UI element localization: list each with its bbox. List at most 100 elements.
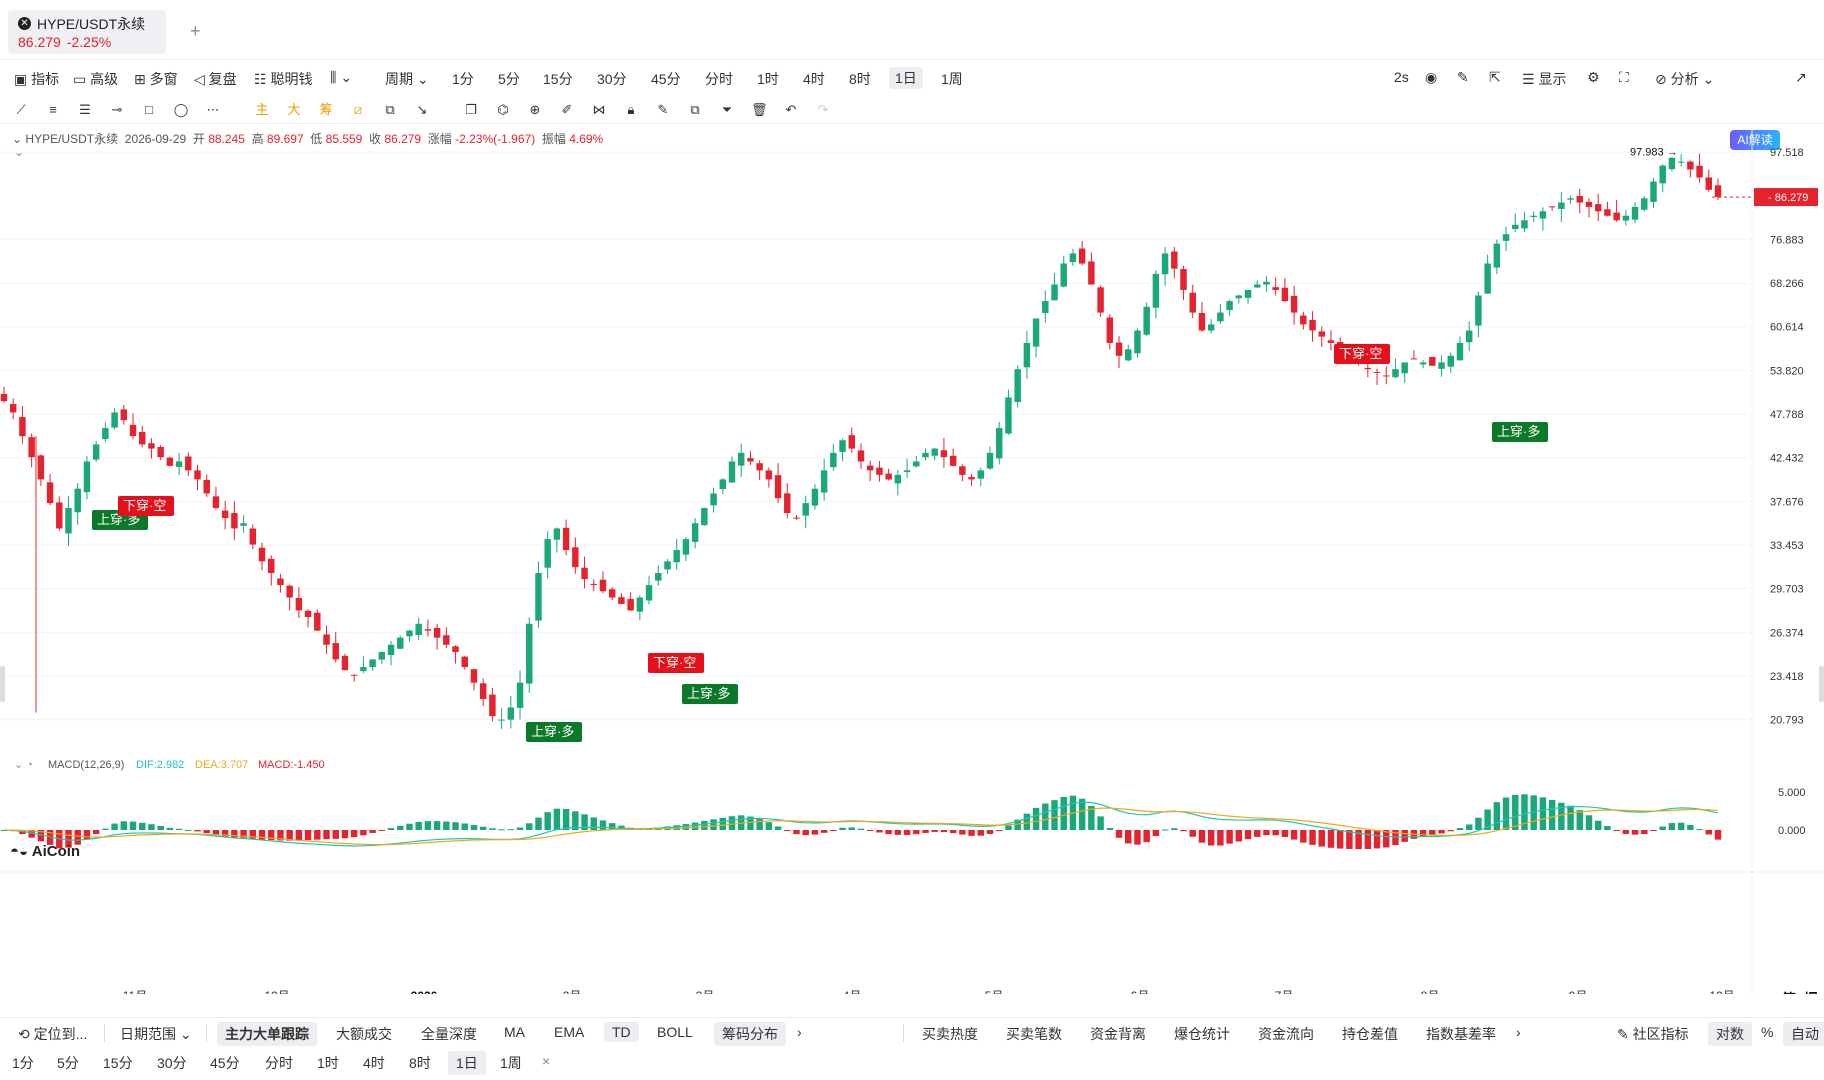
eraser-icon[interactable]: ✐ [561, 102, 573, 117]
display-button[interactable]: ☰ 显示 [1522, 71, 1567, 87]
community-indicator-button[interactable]: ✎ 社区指标 [1617, 1026, 1689, 1042]
lock-icon[interactable]: 🔒︎ [627, 102, 635, 117]
link-icon[interactable]: ⧉ [690, 102, 700, 117]
add-tab-button[interactable]: + [190, 21, 201, 41]
bottom-interval-timeline[interactable]: 分时 [265, 1055, 293, 1071]
interval-1m[interactable]: 1分 [452, 71, 474, 87]
parallel-tool-icon[interactable]: ☰ [79, 102, 91, 117]
ellipse-tool-icon[interactable]: ◯ [173, 102, 189, 117]
indicator-oi-diff[interactable]: 持仓差值 [1342, 1026, 1398, 1042]
filter-icon[interactable]: ⏷ [721, 102, 733, 117]
auto-scale-toggle[interactable]: 自动 [1783, 1022, 1824, 1046]
chips-icon[interactable]: 筹 [319, 102, 333, 117]
indicator-divergence[interactable]: 资金背离 [1090, 1026, 1146, 1042]
x-tick-label: 6月 [1131, 989, 1150, 994]
chart-area[interactable]: 97.518 76.883 68.266 60.614 53.820 47.788 42.4… [0, 124, 1824, 1007]
bottom-interval-8h[interactable]: 8时 [409, 1055, 431, 1071]
main-force-icon[interactable]: 主 [255, 102, 269, 117]
indicator-fund-flow[interactable]: 资金流向 [1258, 1026, 1314, 1042]
trend-icon[interactable]: ↗ [1795, 69, 1807, 85]
refresh-rate[interactable]: 2s [1394, 69, 1409, 85]
price-chart-svg[interactable]: 97.518 76.883 68.266 60.614 53.820 47.788 42.4… [0, 124, 1824, 1007]
interval-45m[interactable]: 45分 [651, 71, 681, 87]
share-icon[interactable]: ⇱ [1489, 69, 1501, 85]
undo-icon[interactable]: ↶ [785, 102, 797, 117]
interval-8h[interactable]: 8时 [849, 71, 871, 87]
zoom-icon[interactable]: ⊕ [529, 102, 541, 117]
horizontal-line-icon[interactable]: ⊸ [111, 102, 123, 117]
ruler-icon[interactable]: ⌬ [497, 102, 509, 117]
interval-1d[interactable]: 1日 [889, 67, 923, 89]
bottom-interval-1m[interactable]: 1分 [12, 1055, 34, 1071]
interval-30m[interactable]: 30分 [597, 71, 627, 87]
indicator-ma[interactable]: MA [504, 1024, 525, 1040]
indicator-basis[interactable]: 指数基差率 [1426, 1026, 1496, 1042]
collapse-icon[interactable]: ⌄ [12, 132, 23, 146]
interval-1w[interactable]: 1周 [941, 71, 963, 87]
replay-button[interactable]: ◁ 复盘 [194, 71, 237, 87]
bottom-interval-45m[interactable]: 45分 [210, 1055, 240, 1071]
date-range-dropdown[interactable]: 日期范围 ⌄ [120, 1026, 192, 1042]
log-scale-toggle[interactable]: 对数 [1708, 1022, 1752, 1046]
fullscreen-icon[interactable]: ⛶ [1619, 69, 1629, 85]
candle-body [323, 634, 330, 645]
camera-icon[interactable]: ◉ [1425, 69, 1438, 85]
indicator-button[interactable]: ▣ 指标 [14, 71, 60, 87]
bottom-interval-1w[interactable]: 1周 [500, 1055, 522, 1071]
magnet-icon[interactable]: ⋈ [592, 102, 606, 117]
interval-15m[interactable]: 15分 [543, 71, 573, 87]
bottom-interval-4h[interactable]: 4时 [363, 1055, 385, 1071]
more-tools-icon[interactable]: ⋯ [206, 102, 220, 117]
indicator-depth[interactable]: 全量深度 [421, 1026, 477, 1042]
indicator-buy-sell-count[interactable]: 买卖笔数 [1006, 1026, 1062, 1042]
interval-4h[interactable]: 4时 [803, 71, 825, 87]
indicator-large-trades[interactable]: 大额成交 [336, 1026, 392, 1042]
copy-icon[interactable]: ❐ [465, 102, 477, 117]
trash-icon[interactable]: 🗑︎ [751, 102, 768, 117]
indicator-main-force[interactable]: 主力大单跟踪 [217, 1022, 317, 1046]
interval-timeline[interactable]: 分时 [705, 71, 733, 87]
bottom-interval-1d[interactable]: 1日 [448, 1051, 486, 1075]
bottom-interval-15m[interactable]: 15分 [103, 1055, 133, 1071]
macd-bar [1060, 796, 1067, 830]
rectangle-tool-icon[interactable]: □ [145, 102, 153, 117]
analysis-dropdown[interactable]: ⊘ 分析 ⌄ [1655, 71, 1715, 87]
advanced-button[interactable]: ▭ 高级 [73, 71, 119, 87]
indicator-chips[interactable]: 筹码分布 [714, 1022, 786, 1046]
large-order-icon[interactable]: 大 [287, 102, 301, 117]
indicator-buy-sell-heat[interactable]: 买卖热度 [922, 1026, 978, 1042]
locate-button[interactable]: ⟲ 定位到... [18, 1026, 88, 1042]
percent-toggle[interactable]: % [1761, 1024, 1774, 1040]
redo-icon[interactable]: ↷ [817, 102, 829, 117]
bottom-interval-5m[interactable]: 5分 [57, 1055, 79, 1071]
close-interval-icon[interactable]: × [542, 1053, 551, 1069]
indicator-overlay-icon[interactable]: ⧄ [353, 102, 363, 117]
indicator-td[interactable]: TD [604, 1022, 639, 1042]
pencil-icon[interactable]: ✎ [1457, 69, 1469, 85]
macd-bar [839, 827, 846, 830]
ai-interpret-button[interactable]: AI解读 [1730, 130, 1780, 150]
line-tool-icon[interactable]: ⟋ [16, 102, 26, 117]
compare-icon[interactable]: ⧉ [385, 102, 395, 117]
close-icon[interactable]: ✕ [18, 17, 31, 30]
multi-window-button[interactable]: ⊞ 多窗 [134, 71, 178, 87]
scroll-right-icon[interactable]: › [797, 1024, 802, 1040]
signal-tag-text: 上穿·多 [1497, 424, 1540, 439]
symbol-tab[interactable]: ✕ HYPE/USDT永续 86.279 -2.25% [8, 10, 166, 54]
trend-tool-icon[interactable]: ↘ [416, 102, 428, 117]
smart-money-button[interactable]: ☷ 聪明钱 [254, 71, 313, 87]
indicator-boll[interactable]: BOLL [657, 1024, 693, 1040]
note-icon[interactable]: ✎ [657, 102, 669, 117]
bottom-interval-30m[interactable]: 30分 [157, 1055, 187, 1071]
chart-type-button[interactable]: ⫼ ⌄ [330, 69, 353, 85]
scroll-right-icon-2[interactable]: › [1516, 1024, 1521, 1040]
bottom-interval-1h[interactable]: 1时 [317, 1055, 339, 1071]
indicator-liquidation[interactable]: 爆仓统计 [1174, 1026, 1230, 1042]
channel-tool-icon[interactable]: ≡ [49, 102, 57, 117]
period-dropdown[interactable]: 周期 ⌄ [385, 71, 429, 87]
settings-icon[interactable]: ⚙ [1587, 69, 1600, 85]
interval-1h[interactable]: 1时 [757, 71, 779, 87]
candle-body [599, 579, 607, 592]
interval-5m[interactable]: 5分 [498, 71, 520, 87]
indicator-ema[interactable]: EMA [554, 1024, 585, 1040]
